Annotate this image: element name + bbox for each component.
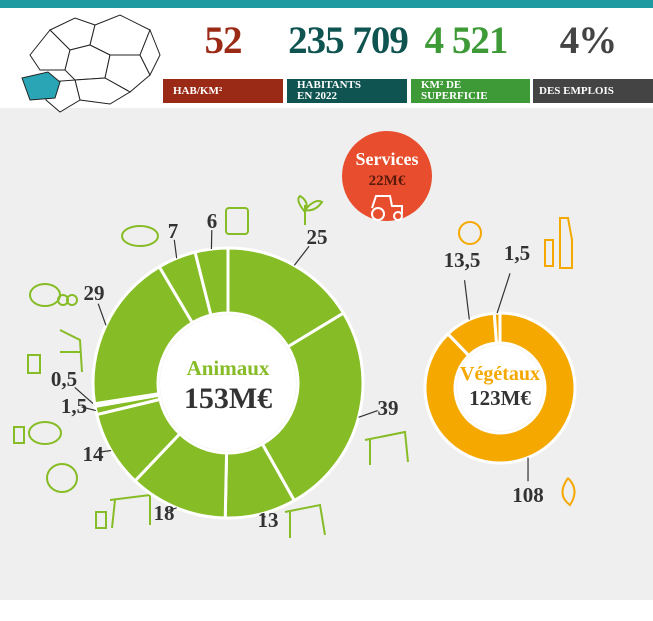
stat-label: KM² DE SUPERFICIE	[411, 79, 530, 103]
map	[29, 14, 161, 113]
leader-line	[99, 449, 112, 453]
stat-label: DES EMPLOIS	[533, 79, 653, 103]
value-label: 108	[512, 483, 544, 507]
value-label: 1,5	[504, 241, 530, 265]
leader-line	[293, 245, 310, 266]
leader-line	[260, 513, 266, 518]
map-highlight	[21, 71, 61, 101]
donut-total: 123M€	[469, 386, 531, 410]
stat-value: 4%	[559, 19, 618, 62]
donut-segment	[260, 311, 365, 503]
value-label: 6	[207, 209, 218, 233]
donut-center	[160, 315, 296, 451]
leader-line	[97, 303, 107, 326]
tractor-icon	[371, 195, 403, 221]
leader-line	[463, 280, 470, 320]
leader-line	[74, 387, 96, 406]
stat-label: HAB/KM²	[163, 79, 283, 103]
leader-line	[173, 239, 178, 259]
leader-line	[358, 410, 378, 418]
stat-value: 235 709	[288, 19, 409, 62]
services-amount: 22M€	[369, 173, 406, 189]
donut-segment	[492, 311, 502, 345]
value-label: 18	[154, 501, 175, 525]
value-label: 13	[258, 508, 279, 532]
value-label: 25	[307, 225, 328, 249]
leader-line	[496, 273, 511, 314]
stat-label: HABITANTS EN 2022	[287, 79, 407, 103]
donut-segment	[91, 264, 195, 406]
donut-title: Animaux	[187, 356, 270, 380]
value-label: 29	[84, 281, 105, 305]
leader-line	[81, 406, 96, 412]
donut-center	[457, 345, 543, 431]
top-bar	[0, 0, 653, 8]
donut-title: Végétaux	[460, 363, 540, 385]
icons-veg	[458, 217, 576, 507]
value-label: 13,5	[444, 248, 481, 272]
donut-total: 153M€	[184, 382, 272, 415]
services-circle	[342, 131, 432, 221]
stat-value: 52	[204, 19, 243, 62]
stat-value: 4 521	[424, 19, 509, 62]
services-title: Services	[356, 149, 419, 169]
value-label: 14	[83, 442, 105, 466]
value-label: 0,5	[51, 367, 77, 391]
value-label: 1,5	[61, 394, 87, 418]
icons	[13, 194, 409, 538]
value-label: 39	[378, 396, 399, 420]
leader-line	[168, 507, 177, 512]
donut-segment	[193, 246, 230, 317]
value-label: 7	[168, 219, 179, 243]
